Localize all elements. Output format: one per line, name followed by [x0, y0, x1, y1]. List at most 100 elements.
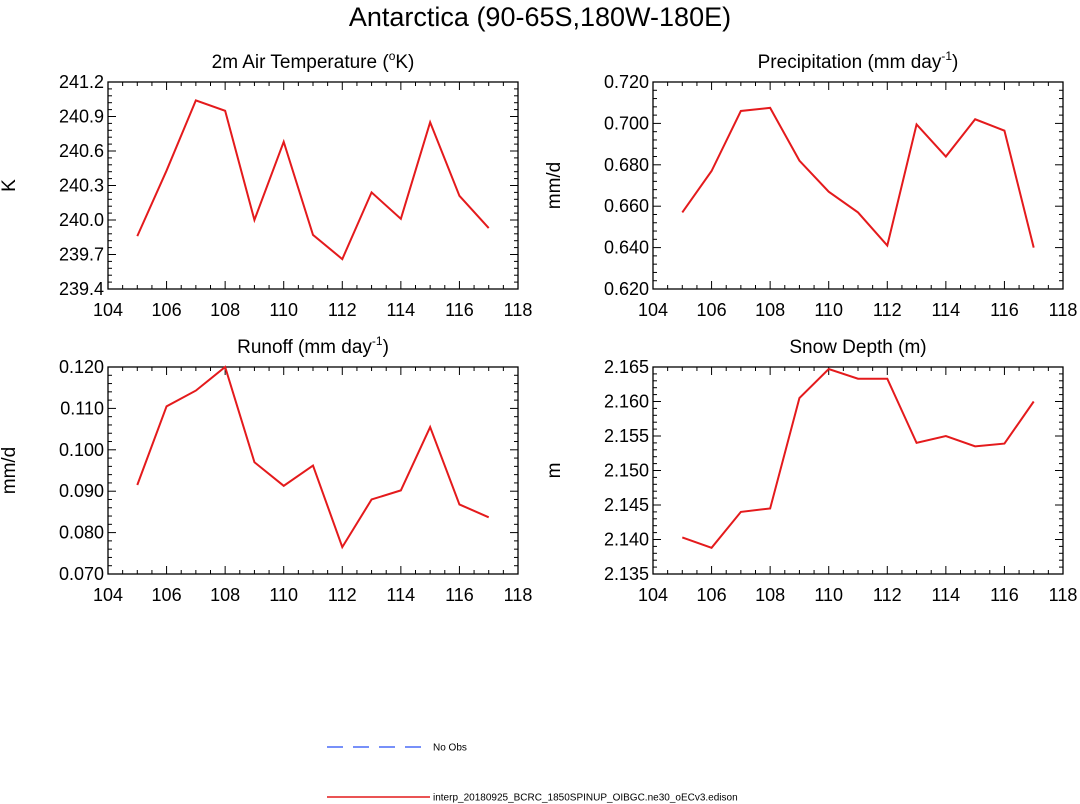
data-point [195, 99, 197, 101]
x-tick-label: 108 [210, 585, 240, 605]
x-tick-label: 116 [990, 300, 1019, 320]
data-point [886, 245, 888, 247]
data-point [740, 110, 742, 112]
x-tick-label: 114 [932, 585, 961, 605]
panels: 2m Air Temperature (oK) 104 106 108 110 112 11… [0, 49, 1077, 605]
data-point [341, 258, 343, 260]
data-point [166, 405, 168, 407]
data-point [283, 485, 285, 487]
x-tick-label: 114 [387, 300, 416, 320]
y-tick-label: 240.9 [59, 107, 104, 127]
panel-0: 2m Air Temperature (oK) 104 106 108 110 112 11… [0, 49, 532, 320]
data-point [1003, 130, 1005, 132]
data-point [857, 211, 859, 213]
data-point [224, 110, 226, 112]
y-axis-label: K [0, 179, 20, 192]
x-tick-label: 114 [387, 585, 416, 605]
x-tick-label: 112 [328, 585, 357, 605]
data-point [916, 442, 918, 444]
legend: No Obs interp_20180925_BCRC_1850SPINUP_OI… [327, 743, 738, 804]
y-tick-label: 2.155 [604, 426, 649, 446]
x-tick-label: 108 [755, 585, 785, 605]
data-point [711, 547, 713, 549]
data-point [458, 503, 460, 505]
x-tick-label: 112 [873, 300, 902, 320]
data-point [1033, 401, 1035, 403]
data-point [945, 156, 947, 158]
data-point [681, 211, 683, 213]
data-point [798, 160, 800, 162]
y-axis-label: mm/d [0, 447, 20, 495]
panel-title-end: K) [395, 52, 414, 73]
data-point [1003, 443, 1005, 445]
data-point [312, 465, 314, 467]
data-point [857, 378, 859, 380]
panel-title-end: ) [952, 52, 958, 73]
y-tick-label: 2.135 [604, 564, 649, 584]
panel-title-main: Runoff (mm day [237, 337, 372, 358]
series-line-0 [681, 106, 1035, 248]
panel-title-sup: -1 [372, 334, 383, 348]
y-tick-label: 240.0 [59, 210, 104, 230]
data-point [916, 123, 918, 125]
x-tick-label: 106 [152, 585, 182, 605]
data-point [429, 121, 431, 123]
legend-label-1: interp_20180925_BCRC_1850SPINUP_OIBGC.ne… [433, 793, 738, 804]
data-point [166, 170, 168, 172]
data-point [798, 397, 800, 399]
panel-title-main: 2m Air Temperature ( [212, 52, 390, 73]
y-tick-label: 0.680 [604, 155, 649, 175]
panel-title-end: ) [383, 337, 389, 358]
y-tick-label: 240.3 [59, 176, 104, 196]
series-line-0 [681, 367, 1035, 549]
x-tick-label: 110 [269, 300, 298, 320]
data-point [769, 107, 771, 109]
panel-title: Snow Depth (m) [789, 337, 926, 358]
series-line-0 [136, 99, 490, 261]
x-tick-label: 118 [1049, 300, 1078, 320]
panel-1: Precipitation (mm day-1) 104 106 108 110 112 1… [544, 49, 1077, 320]
x-tick-label: 112 [328, 300, 357, 320]
data-point [488, 516, 490, 518]
y-tick-label: 0.080 [59, 523, 104, 543]
x-tick-label: 106 [697, 300, 727, 320]
data-point [974, 445, 976, 447]
panel-title: 2m Air Temperature (oK) [212, 49, 415, 73]
x-tick-label: 114 [932, 300, 961, 320]
x-tick-label: 106 [152, 300, 182, 320]
legend-label-0: No Obs [433, 743, 467, 754]
x-tick-label: 104 [93, 585, 123, 605]
x-tick-label: 104 [93, 300, 123, 320]
y-tick-label: 0.120 [59, 357, 104, 377]
y-tick-label: 0.700 [604, 113, 649, 133]
panel-title-main: Snow Depth (m) [789, 337, 926, 358]
x-tick-label: 118 [1049, 585, 1078, 605]
data-point [974, 118, 976, 120]
panel-title: Precipitation (mm day-1) [758, 49, 959, 73]
y-tick-label: 0.640 [604, 238, 649, 258]
y-tick-label: 0.660 [604, 196, 649, 216]
y-tick-label: 241.2 [59, 72, 104, 92]
y-axis-label: mm/d [544, 162, 565, 210]
data-point [283, 141, 285, 143]
x-tick-label: 106 [697, 585, 727, 605]
y-tick-label: 2.145 [604, 495, 649, 515]
panel-title-sup: -1 [941, 49, 952, 63]
y-tick-label: 0.100 [59, 440, 104, 460]
y-tick-label: 2.160 [604, 392, 649, 412]
plot-frame [652, 81, 1064, 290]
y-tick-label: 239.7 [59, 245, 104, 265]
data-point [371, 191, 373, 193]
plot-frame [107, 366, 519, 575]
x-tick-label: 108 [210, 300, 240, 320]
panel-title-main: Precipitation (mm day [758, 52, 942, 73]
panel-2: Runoff (mm day-1) 104 106 108 110 112 114 116 11… [0, 334, 532, 605]
x-tick-label: 104 [638, 585, 668, 605]
plot-frame [107, 81, 519, 290]
x-tick-label: 110 [814, 585, 843, 605]
data-point [429, 426, 431, 428]
data-point [828, 191, 830, 193]
data-point [253, 461, 255, 463]
x-tick-label: 118 [504, 585, 533, 605]
x-tick-label: 110 [269, 585, 298, 605]
